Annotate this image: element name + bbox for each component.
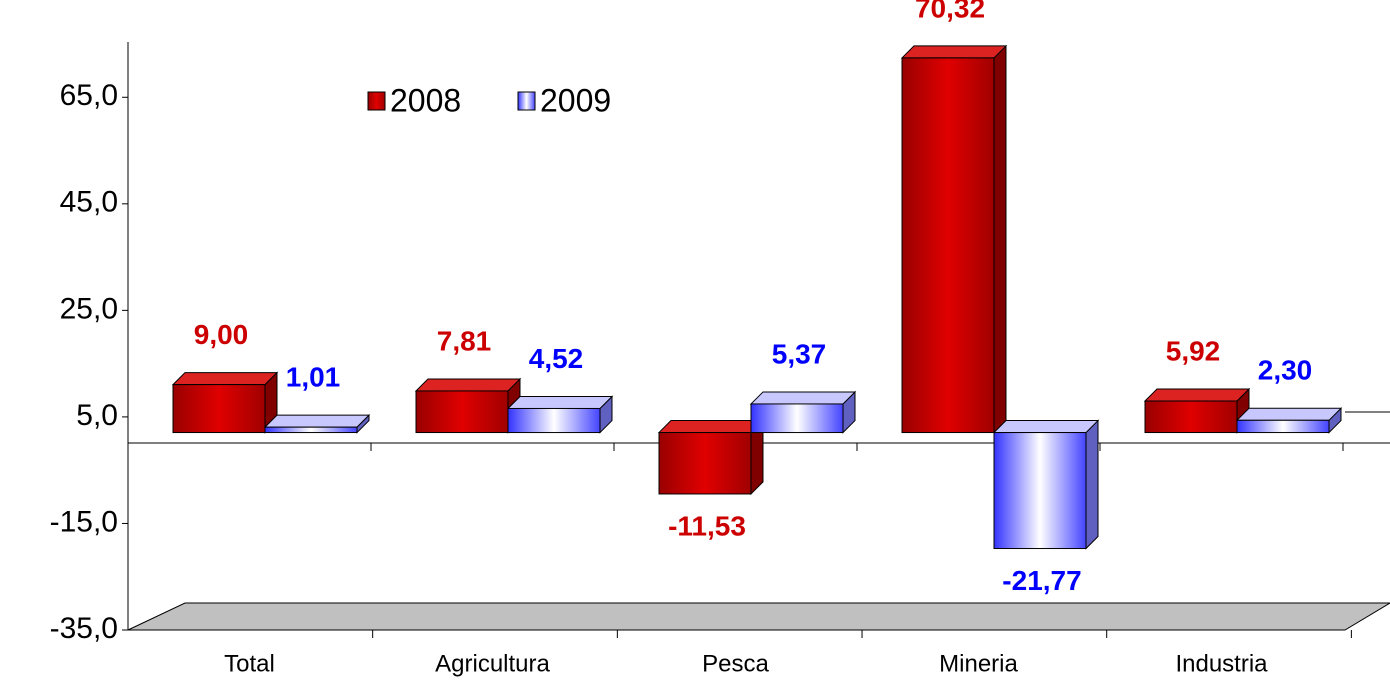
bar (659, 421, 763, 494)
legend-label: 2008 (390, 82, 461, 118)
x-tick-label: Mineria (939, 650, 1018, 677)
bar (173, 373, 277, 433)
value-label: 5,37 (772, 338, 827, 369)
floor (128, 603, 1390, 630)
value-label: 5,92 (1166, 335, 1221, 366)
x-tick-label: Total (224, 650, 275, 677)
value-label: 7,81 (437, 325, 492, 356)
y-tick-label: -35,0 (50, 612, 118, 645)
value-label: 2,30 (1258, 355, 1313, 386)
bar (508, 396, 612, 432)
bar-top (1145, 389, 1249, 401)
bar-top (1237, 408, 1341, 420)
bar (994, 421, 1098, 549)
bar-front (173, 385, 265, 433)
bar-top (902, 46, 1006, 58)
bar (416, 379, 520, 433)
bar (902, 46, 1006, 433)
bar-front (902, 58, 994, 433)
value-label: 9,00 (194, 319, 249, 350)
value-label: 70,32 (915, 0, 985, 23)
bar-front (508, 408, 600, 432)
bar-top (751, 392, 855, 404)
x-tick-label: Industria (1175, 650, 1268, 677)
y-tick-label: 65,0 (60, 79, 118, 112)
bar-top (659, 421, 763, 433)
bar-top (416, 379, 520, 391)
bar (1237, 408, 1341, 432)
x-tick-label: Agricultura (435, 650, 550, 677)
bar-top (265, 415, 369, 427)
value-label: 1,01 (286, 362, 341, 393)
legend-swatch (368, 92, 385, 110)
y-tick-label: 5,0 (76, 399, 118, 432)
bar-front (994, 433, 1086, 549)
bar-side (1086, 421, 1098, 549)
bar-front (1237, 420, 1329, 432)
value-label: 4,52 (529, 343, 584, 374)
value-label: -21,77 (1002, 565, 1081, 596)
legend-label: 2009 (540, 82, 611, 118)
bar (265, 415, 369, 432)
bar-top (508, 396, 612, 408)
bar-front (416, 391, 508, 433)
bar-front (751, 404, 843, 433)
bar (751, 392, 855, 433)
value-label: -11,53 (668, 510, 746, 541)
bar-side (994, 46, 1006, 433)
bar-front (265, 427, 357, 432)
bar-top (173, 373, 277, 385)
bar (1145, 389, 1249, 433)
bar-front (1145, 401, 1237, 433)
chart: -35,0 -15,0 5,0 25,0 45,0 65,0 Total Agricultur… (0, 0, 1390, 682)
x-tick-label: Pesca (702, 650, 769, 677)
y-tick-label: 45,0 (60, 186, 118, 219)
y-tick-label: 25,0 (60, 292, 118, 325)
legend-swatch (518, 92, 535, 110)
y-tick-label: -15,0 (50, 505, 118, 538)
bar-front (659, 433, 751, 494)
bar-top (994, 421, 1098, 433)
